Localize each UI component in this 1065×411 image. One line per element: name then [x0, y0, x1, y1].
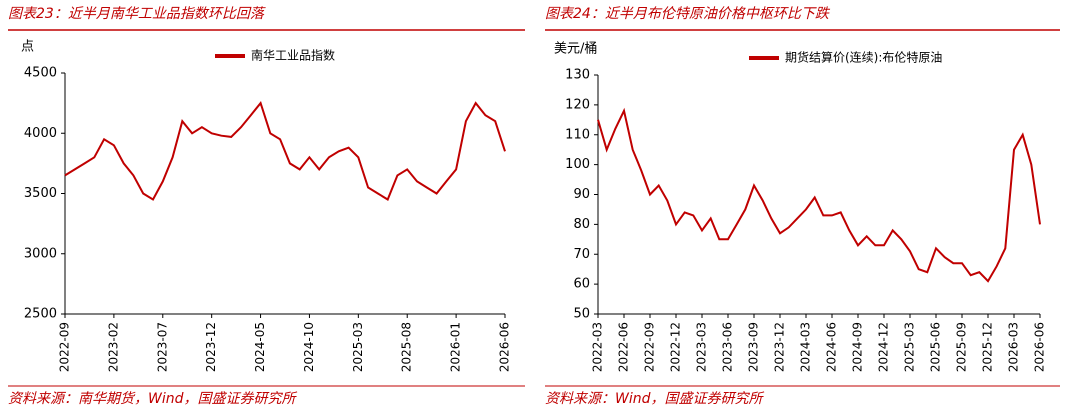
- y-tick-label: 110: [565, 127, 590, 142]
- x-tick-label: 2025-03: [351, 322, 365, 372]
- x-tick-label: 2024-03: [799, 322, 813, 372]
- x-tick-label: 2025-08: [400, 322, 414, 372]
- y-tick-label: 4000: [24, 126, 57, 141]
- x-tick-label: 2026-06: [1033, 322, 1047, 372]
- y-tick-label: 90: [573, 187, 590, 202]
- x-tick-label: 2023-12: [204, 322, 218, 372]
- x-tick-label: 2025-03: [903, 322, 917, 372]
- y-tick-label: 60: [573, 277, 590, 292]
- y-tick-label: 130: [565, 68, 590, 83]
- x-tick-label: 2026-01: [449, 322, 463, 372]
- legend-label: 南华工业品指数: [251, 48, 335, 63]
- x-tick-label: 2022-03: [591, 322, 605, 372]
- y-tick-label: 120: [565, 97, 590, 112]
- y-tick-label: 100: [565, 157, 590, 172]
- x-tick-label: 2024-12: [877, 322, 891, 372]
- x-tick-label: 2025-06: [929, 322, 943, 372]
- x-tick-label: 2025-12: [981, 322, 995, 372]
- title: 图表24：近半月布伦特原油价格中枢环比下跌: [545, 6, 831, 22]
- x-tick-label: 2023-09: [747, 322, 761, 372]
- x-tick-label: 2025-09: [955, 322, 969, 372]
- y-tick-label: 50: [573, 307, 590, 322]
- x-tick-label: 2026-06: [498, 322, 512, 372]
- source: 资料来源：Wind，国盛证券研究所: [545, 391, 764, 407]
- y-unit: 点: [21, 40, 34, 55]
- source: 资料来源：南华期货，Wind，国盛证券研究所: [8, 391, 297, 407]
- x-tick-label: 2023-06: [721, 322, 735, 372]
- x-tick-label: 2022-09: [643, 322, 657, 372]
- y-tick-label: 70: [573, 247, 590, 262]
- x-tick-label: 2026-03: [1007, 322, 1021, 372]
- y-tick-label: 3500: [24, 186, 57, 201]
- x-tick-label: 2024-06: [825, 322, 839, 372]
- x-tick-label: 2022-09: [58, 322, 72, 372]
- x-tick-label: 2024-10: [302, 322, 316, 372]
- title: 图表23：近半月南华工业品指数环比回落: [8, 6, 266, 22]
- x-tick-label: 2024-05: [253, 322, 267, 372]
- x-tick-label: 2023-03: [695, 322, 709, 372]
- x-tick-label: 2024-09: [851, 322, 865, 372]
- y-tick-label: 4500: [24, 66, 57, 81]
- x-tick-label: 2022-12: [669, 322, 683, 372]
- y-tick-label: 2500: [24, 307, 57, 322]
- y-tick-label: 3000: [24, 246, 57, 261]
- legend-label: 期货结算价(连续):布伦特原油: [785, 50, 942, 65]
- y-unit: 美元/桶: [554, 42, 597, 57]
- x-tick-label: 2023-12: [773, 322, 787, 372]
- x-tick-label: 2022-06: [617, 322, 631, 372]
- series-line: [64, 101, 506, 201]
- x-tick-label: 2023-02: [106, 322, 120, 372]
- y-tick-label: 80: [573, 217, 590, 232]
- x-tick-label: 2023-07: [155, 322, 169, 372]
- series-line: [597, 107, 1041, 283]
